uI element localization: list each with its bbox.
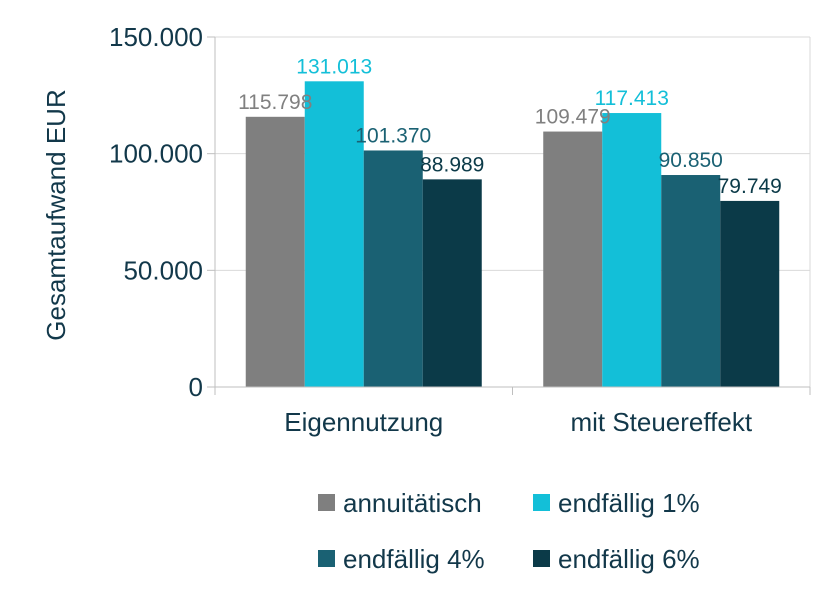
bar	[543, 131, 603, 387]
legend-label: endfällig 4%	[343, 544, 485, 574]
bars	[245, 81, 780, 388]
bar	[602, 113, 662, 388]
y-tick-label: 0	[189, 372, 203, 402]
y-tick-label: 100.000	[109, 139, 203, 169]
bar	[422, 179, 482, 387]
x-tick-label: Eigennutzung	[284, 407, 443, 437]
legend-swatch	[318, 550, 335, 567]
data-labels: 115.798 131.013 101.370 88.989 109.479117.41…	[238, 55, 782, 198]
legend: annuitätisch endfällig 1% endfällig 4% endf…	[318, 488, 700, 574]
bar	[720, 200, 780, 387]
legend-swatch	[533, 550, 550, 567]
bar	[363, 150, 423, 387]
y-tick-label: 50.000	[123, 255, 203, 285]
legend-label: endfällig 1%	[558, 488, 700, 518]
axes	[207, 36, 811, 395]
legend-item: endfällig 6%	[533, 544, 700, 574]
legend-label: endfällig 6%	[558, 544, 700, 574]
y-tick-labels: 0 50.000 100.000 150.000	[109, 22, 203, 402]
legend-item: endfällig 1%	[533, 488, 700, 518]
legend-label: annuitätisch	[343, 488, 482, 518]
category-labels: Eigennutzung mit Steuereffekt	[284, 407, 753, 437]
data-label: 79.749	[718, 175, 782, 198]
data-label: 109.479	[535, 106, 611, 129]
data-label: 117.413	[595, 87, 669, 110]
data-label: 115.798	[238, 91, 312, 114]
legend-swatch	[533, 494, 550, 511]
legend-swatch	[318, 494, 335, 511]
bar	[304, 81, 364, 387]
y-axis-label: Gesamtaufwand EUR	[41, 89, 71, 340]
data-label: 90.850	[659, 149, 723, 172]
bar	[661, 175, 721, 387]
data-label: 131.013	[296, 55, 372, 78]
legend-item: annuitätisch	[318, 488, 482, 518]
bar	[245, 116, 305, 388]
legend-item: endfällig 4%	[318, 544, 485, 574]
data-label: 88.989	[420, 153, 484, 176]
x-tick-label: mit Steuereffekt	[570, 407, 752, 437]
y-tick-label: 150.000	[109, 22, 203, 52]
data-label: 101.370	[355, 124, 431, 147]
